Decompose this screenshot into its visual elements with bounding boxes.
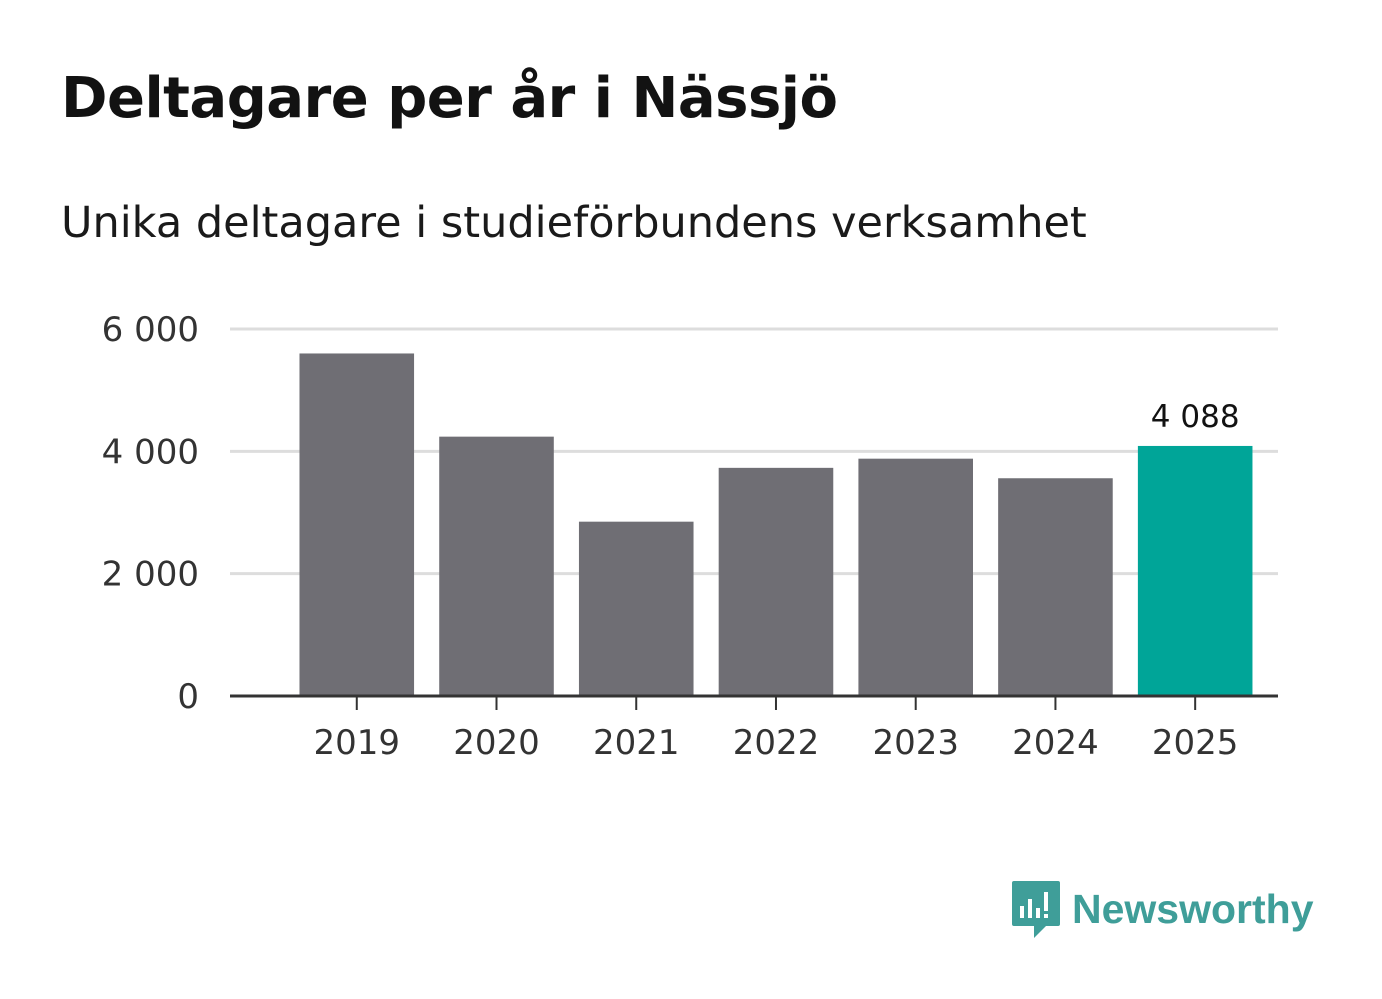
x-axis-ticks: 2019 2020 2021 2022 2023 2024 2025 — [314, 696, 1239, 763]
x-tick-label: 2021 — [593, 723, 680, 763]
x-tick-label: 2020 — [453, 723, 540, 763]
x-tick-label: 2024 — [1012, 723, 1099, 763]
chart-title: Deltagare per år i Nässjö — [61, 66, 838, 131]
brand-name: Newsworthy — [1072, 885, 1314, 932]
x-tick-label: 2019 — [314, 723, 401, 763]
bar-2019 — [299, 353, 415, 696]
bar-2021 — [578, 521, 694, 696]
y-tick-label: 4 000 — [102, 432, 199, 472]
newsworthy-logo-icon — [1012, 881, 1060, 938]
x-tick-label: 2022 — [733, 723, 820, 763]
bar-2022 — [718, 467, 834, 696]
x-tick-label: 2025 — [1152, 723, 1239, 763]
y-axis-ticks: 0 2 000 4 000 6 000 — [102, 310, 199, 717]
chart-subtitle: Unika deltagare i studieförbundens verks… — [61, 198, 1087, 248]
bar-2020 — [439, 436, 554, 696]
y-tick-label: 0 — [177, 677, 199, 717]
bars — [299, 353, 1253, 696]
bar-2025 — [1137, 445, 1253, 696]
data-label-2025: 4 088 — [1151, 399, 1240, 435]
brand-logo: Newsworthy — [1010, 878, 1314, 940]
bar-2024 — [998, 478, 1113, 696]
y-tick-label: 2 000 — [102, 555, 199, 595]
bar-2023 — [858, 458, 973, 696]
x-tick-label: 2023 — [872, 723, 959, 763]
y-tick-label: 6 000 — [102, 310, 199, 350]
data-labels: 4 088 — [1151, 399, 1240, 435]
